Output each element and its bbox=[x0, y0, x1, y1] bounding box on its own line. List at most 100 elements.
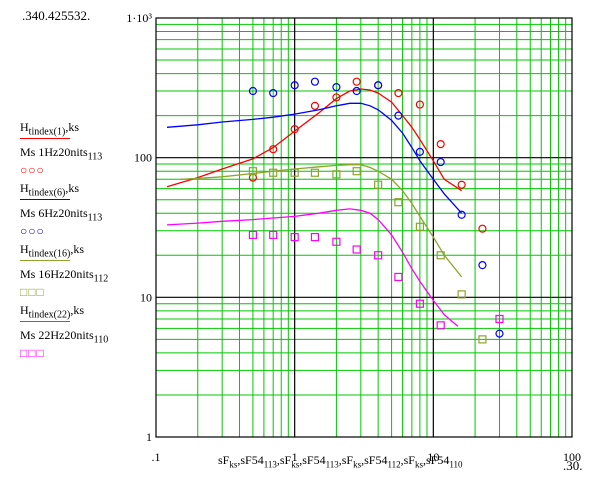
legend-label-main: Ms 22Hz20nits bbox=[20, 328, 94, 342]
data-point-circle bbox=[374, 81, 383, 90]
y-max-marker: .340.425532. bbox=[22, 8, 91, 23]
data-point-square bbox=[394, 198, 403, 207]
legend-label-main: Ms 16Hz20nits bbox=[20, 267, 94, 281]
data-point-circle bbox=[394, 88, 403, 98]
x-label-part: ,sF bbox=[276, 453, 292, 467]
series-line bbox=[166, 88, 462, 192]
x-label-part: ,sF54 bbox=[361, 453, 388, 467]
legend-label-subscript: 110 bbox=[93, 334, 109, 346]
data-point-square bbox=[269, 168, 278, 177]
data-point-square bbox=[310, 232, 320, 242]
data-point-circle bbox=[269, 145, 278, 154]
legend-line-swatch bbox=[20, 321, 70, 322]
legend-label: Htindex(1),ks bbox=[20, 120, 79, 137]
series-line bbox=[166, 208, 459, 327]
x-tick-label: 1 bbox=[292, 450, 298, 464]
data-point-square bbox=[290, 168, 299, 177]
series-line bbox=[166, 102, 463, 214]
data-point-square bbox=[269, 230, 278, 239]
y-tick-label: 1 bbox=[146, 430, 152, 444]
data-point-square bbox=[478, 335, 487, 344]
data-point-circle bbox=[436, 140, 445, 149]
legend-label-subscript: 113 bbox=[87, 151, 103, 163]
x-max-marker: .30. bbox=[563, 458, 583, 473]
data-point-circle bbox=[457, 210, 466, 219]
data-point-square bbox=[290, 232, 299, 242]
legend-label-tail: ,ks bbox=[70, 242, 84, 256]
data-point-circle bbox=[310, 77, 320, 86]
x-label-subscript: 113 bbox=[263, 459, 277, 470]
data-point-circle bbox=[352, 77, 361, 86]
data-point-circle bbox=[478, 224, 487, 233]
data-point-circle bbox=[415, 147, 424, 156]
data-point-square bbox=[332, 170, 341, 179]
data-point-circle bbox=[352, 86, 361, 96]
data-point-circle bbox=[436, 157, 445, 167]
data-point-circle bbox=[290, 81, 299, 90]
data-point-circle bbox=[332, 83, 341, 92]
legend-label-subscript: 113 bbox=[87, 212, 103, 224]
data-point-circle bbox=[415, 100, 424, 109]
x-label-subscript: 113 bbox=[325, 459, 339, 470]
x-label-part: ,sF54 bbox=[422, 453, 450, 467]
legend-label-subscript: tindex(22) bbox=[28, 309, 71, 321]
x-label-part: sF bbox=[218, 453, 230, 467]
data-point-circle bbox=[248, 86, 258, 96]
legend-label-main: H bbox=[20, 120, 29, 134]
legend-label-subscript: tindex(6) bbox=[28, 187, 66, 199]
data-point-circle bbox=[394, 111, 403, 120]
x-label-part: ,sF bbox=[338, 453, 354, 467]
legend-label: Htindex(16),ks bbox=[20, 242, 84, 259]
x-tick-label: .1 bbox=[152, 450, 161, 464]
data-point-square bbox=[352, 167, 361, 176]
legend-label: Htindex(6),ks bbox=[20, 181, 79, 198]
x-label-part: ,sF bbox=[400, 453, 415, 467]
legend-label-main: H bbox=[20, 242, 29, 256]
y-tick-label: 100 bbox=[134, 151, 152, 165]
data-point-square bbox=[248, 230, 258, 239]
data-point-square bbox=[436, 321, 445, 330]
legend-label-tail: ,ks bbox=[70, 303, 84, 317]
legend-label-tail: ,ks bbox=[65, 120, 79, 134]
legend-line-swatch bbox=[20, 260, 70, 261]
x-label-part: ,sF54 bbox=[237, 453, 264, 467]
legend-line-swatch bbox=[20, 199, 70, 200]
data-point-square bbox=[436, 251, 445, 260]
x-label-subscript: 112 bbox=[387, 459, 401, 470]
data-point-square bbox=[248, 167, 258, 176]
legend-line-swatch bbox=[20, 138, 70, 139]
x-tick-label: 100 bbox=[563, 450, 581, 464]
data-point-circle bbox=[495, 329, 504, 338]
data-point-circle bbox=[310, 101, 320, 110]
x-label-part: ,sF54 bbox=[299, 453, 326, 467]
x-label-subscript: ks bbox=[229, 459, 238, 470]
data-point-square bbox=[415, 222, 424, 231]
legend-label: Ms 1Hz20nits113 bbox=[20, 145, 102, 162]
data-point-circle bbox=[269, 88, 278, 98]
data-point-circle bbox=[290, 125, 299, 134]
x-axis-label: sFks,sF54113,sFks,sF54113,sFks,sF54112,s… bbox=[218, 453, 463, 469]
legend-label-tail: ,ks bbox=[65, 181, 79, 195]
data-point-square bbox=[495, 314, 504, 324]
legend-label: Ms 6Hz20nits113 bbox=[20, 206, 102, 223]
legend-label-main: H bbox=[20, 303, 29, 317]
legend-label-main: H bbox=[20, 181, 29, 195]
data-point-square bbox=[310, 168, 320, 177]
y-tick-label: 1·10³ bbox=[126, 11, 152, 25]
legend-label: Htindex(22),ks bbox=[20, 303, 84, 320]
data-point-square bbox=[352, 245, 361, 254]
legend-label-main: Ms 6Hz20nits bbox=[20, 206, 88, 220]
legend-label-subscript: tindex(1) bbox=[28, 126, 66, 138]
data-point-circle bbox=[332, 93, 341, 102]
data-point-square bbox=[394, 272, 403, 282]
legend-marker-swatch: □□□ bbox=[20, 285, 45, 299]
legend-marker-swatch: ○○○ bbox=[20, 224, 45, 238]
x-label-subscript: 110 bbox=[449, 459, 463, 470]
plot-frame bbox=[155, 17, 573, 438]
data-point-square bbox=[374, 251, 383, 260]
series-line bbox=[180, 164, 463, 278]
x-label-subscript: ks bbox=[291, 459, 300, 470]
legend-label: Ms 22Hz20nits110 bbox=[20, 328, 108, 345]
data-point-circle bbox=[457, 180, 466, 189]
